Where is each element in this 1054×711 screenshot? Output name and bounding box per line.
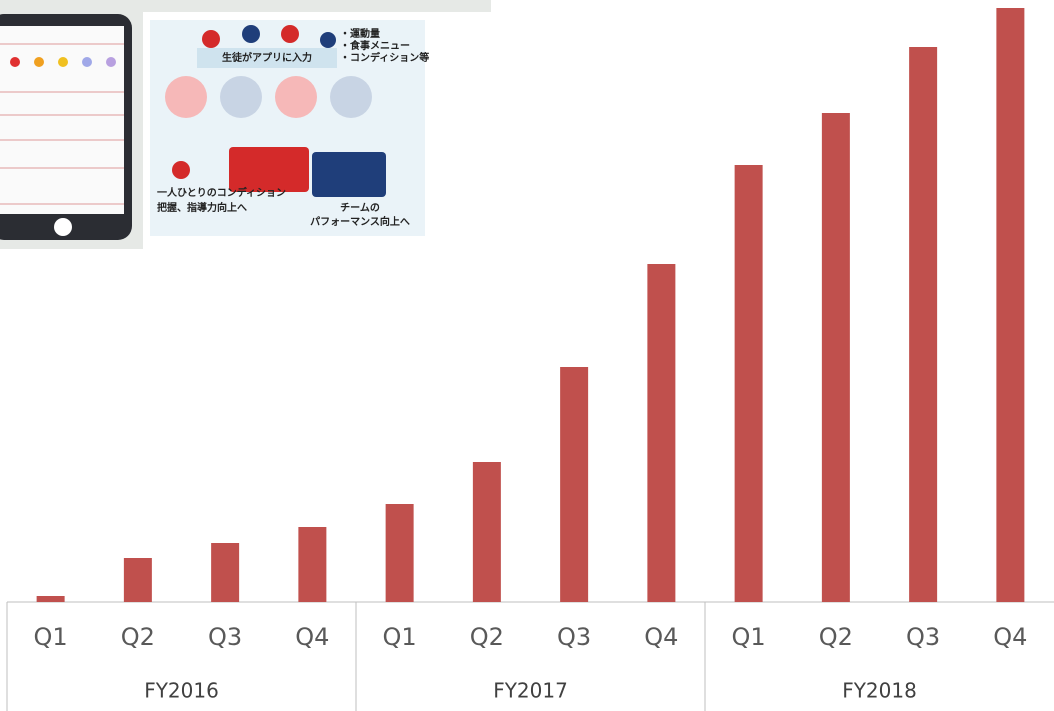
- factor-icon: [275, 76, 317, 118]
- x-tick-label: Q4: [295, 623, 329, 651]
- bar: [647, 264, 675, 602]
- bar: [822, 113, 850, 602]
- individual-box: [229, 147, 309, 192]
- x-tick-label: Q2: [121, 623, 155, 651]
- bar: [735, 165, 763, 602]
- team-label: パフォーマンス向上へ: [310, 215, 410, 228]
- illustration: 生徒がアプリに入力 ・運動量 ・食事メニュー ・コンディション等 一人ひとりのコ…: [0, 0, 491, 249]
- x-tick-label: Q1: [34, 623, 68, 651]
- x-tick-label: Q3: [906, 623, 940, 651]
- individual-label: 把握、指導力向上へ: [157, 201, 247, 214]
- bar: [473, 462, 501, 602]
- x-tick-label: Q2: [819, 623, 853, 651]
- item: ・食事メニュー: [340, 39, 410, 52]
- factor-icon: [330, 76, 372, 118]
- input-label: 生徒がアプリに入力: [222, 51, 312, 64]
- group-label: FY2018: [842, 679, 917, 703]
- team-box: [312, 152, 386, 197]
- x-tick-label: Q3: [557, 623, 591, 651]
- bar: [298, 527, 326, 602]
- group-label: FY2016: [144, 679, 219, 703]
- x-tick-label: Q4: [993, 623, 1027, 651]
- factor-icon: [165, 76, 207, 118]
- bar: [386, 504, 414, 602]
- bar: [211, 543, 239, 602]
- phone-screen: [0, 26, 124, 214]
- bar: [909, 47, 937, 602]
- x-tick-label: Q1: [383, 623, 417, 651]
- bar: [996, 8, 1024, 602]
- team-label: チームの: [340, 202, 380, 214]
- chart: 生徒がアプリに入力 ・運動量 ・食事メニュー ・コンディション等 一人ひとりのコ…: [0, 0, 1054, 711]
- group-label: FY2017: [493, 679, 568, 703]
- phone-button: [54, 218, 72, 236]
- individual-label: 一人ひとりのコンディション: [157, 186, 286, 199]
- bar: [37, 596, 65, 602]
- person: [281, 25, 299, 43]
- x-tick-label: Q4: [644, 623, 678, 651]
- phone-icon: [106, 57, 116, 67]
- person: [242, 25, 260, 43]
- phone-icon: [58, 57, 68, 67]
- x-tick-label: Q1: [732, 623, 766, 651]
- bar: [560, 367, 588, 602]
- phone-icon: [82, 57, 92, 67]
- bar: [124, 558, 152, 602]
- person: [172, 161, 190, 179]
- factor-icon: [220, 76, 262, 118]
- x-tick-label: Q3: [208, 623, 242, 651]
- phone-icon: [10, 57, 20, 67]
- x-tick-label: Q2: [470, 623, 504, 651]
- phone-icon: [34, 57, 44, 67]
- person: [202, 30, 220, 48]
- item: ・運動量: [340, 27, 380, 40]
- item: ・コンディション等: [340, 51, 429, 64]
- person: [320, 32, 336, 48]
